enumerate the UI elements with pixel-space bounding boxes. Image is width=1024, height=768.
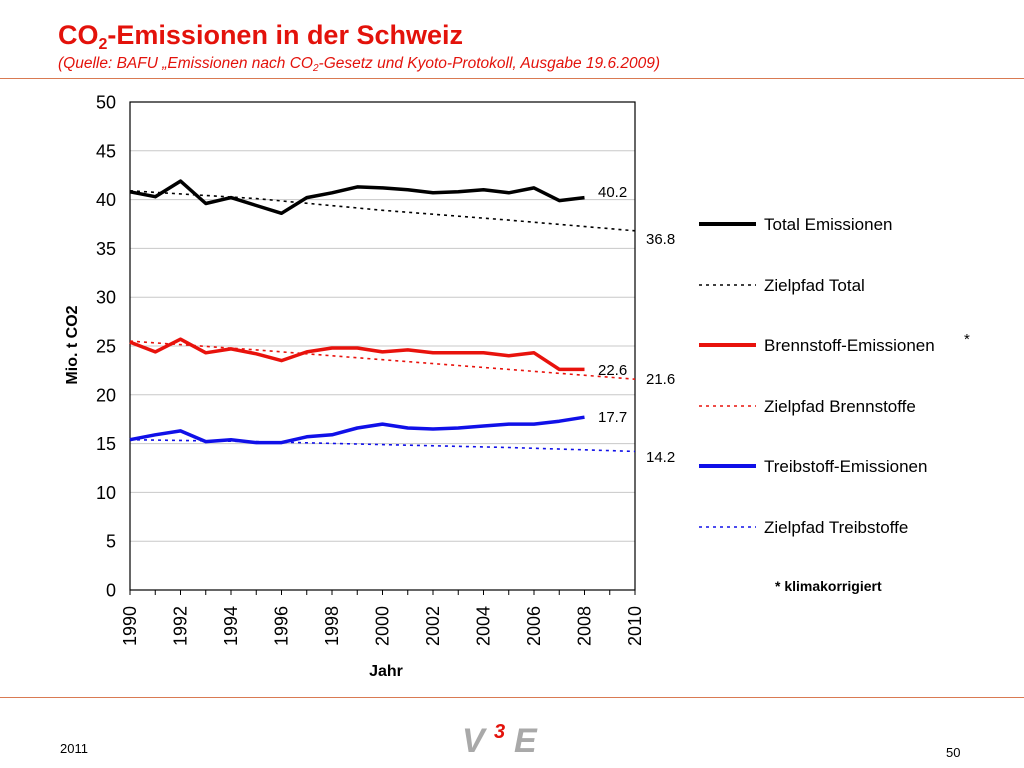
v3e-logo: V 3 E [462, 721, 538, 760]
x-tick-label: 1996 [272, 606, 292, 646]
end-value-label-zielpfad-treibstoffe: 14.2 [646, 449, 675, 466]
series-line-total-emissionen [129, 179, 585, 216]
y-tick-label: 5 [106, 532, 116, 552]
y-tick-label: 40 [96, 190, 116, 210]
y-tick-label: 15 [96, 434, 116, 454]
y-tick-label: 30 [96, 288, 116, 308]
header-divider [0, 78, 1024, 79]
end-value-label-treibstoff-emissionen: 17.7 [598, 409, 627, 426]
y-tick-label: 0 [106, 581, 116, 601]
y-tick-label: 20 [96, 385, 116, 405]
y-tick-label: 35 [96, 239, 116, 259]
legend-label: Brennstoff-Emissionen [764, 336, 935, 355]
end-value-label-zielpfad-total: 36.8 [646, 231, 675, 248]
emissions-chart: 0 5 10 15 20 25 30 35 40 45 50 1990 1992 1994 1996 1998… [64, 93, 970, 681]
y-tick-label: 25 [96, 337, 116, 357]
subtitle-text-rest: -Gesetz und Kyoto-Protokoll, Ausgabe 19.… [318, 55, 661, 72]
series-line-zielpfad-treibstoffe [129, 438, 636, 453]
end-value-label-zielpfad-brennstoffe: 21.6 [646, 371, 675, 388]
slide-title: CO2-Emissionen in der Schweiz [58, 20, 463, 54]
x-tick-label: 2008 [575, 606, 595, 646]
legend-label: Total Emissionen [764, 215, 893, 234]
page-number: 50 [946, 745, 961, 760]
legend-footnote-marker: * [964, 331, 970, 348]
title-text-rest: -Emissionen in der Schweiz [107, 20, 463, 50]
x-tick-label: 2004 [474, 606, 494, 646]
x-tick-label: 2010 [625, 606, 645, 646]
legend-label: Zielpfad Treibstoffe [764, 518, 908, 537]
x-tick-label: 1992 [171, 606, 191, 646]
title-text-co: CO [58, 20, 99, 50]
footer-year: 2011 [60, 741, 88, 756]
legend-label: Treibstoff-Emissionen [764, 457, 927, 476]
series-line-zielpfad-brennstoffe [129, 340, 636, 380]
x-tick-label: 2000 [373, 606, 393, 646]
chart-footnote: * klimakorrigiert [775, 578, 882, 594]
slide-subtitle: (Quelle: BAFU „Emissionen nach CO2-Geset… [58, 55, 660, 74]
subtitle-text-start: (Quelle: BAFU „Emissionen nach CO [58, 55, 313, 72]
subtitle-subscript: 2 [312, 63, 319, 74]
series-line-zielpfad-total [129, 190, 636, 232]
svg-text:3: 3 [494, 721, 505, 743]
y-axis-label: Mio. t CO2 [64, 305, 81, 384]
footer-divider [0, 697, 1024, 698]
series-line-treibstoff-emissionen [129, 415, 585, 445]
x-tick-label: 1998 [322, 606, 342, 646]
legend-label: Zielpfad Total [764, 276, 865, 295]
x-axis-label: Jahr [369, 663, 403, 680]
y-tick-label: 45 [96, 141, 116, 161]
end-value-label-brennstoff-emissionen: 22.6 [598, 362, 627, 379]
x-tick-label: 1990 [120, 606, 140, 646]
svg-text:E: E [514, 722, 538, 760]
svg-text:V: V [462, 722, 488, 760]
x-tick-label: 2006 [524, 606, 544, 646]
title-subscript: 2 [98, 36, 108, 53]
y-tick-label: 50 [96, 93, 116, 113]
end-value-label-total-emissionen: 40.2 [598, 184, 627, 201]
legend-label: Zielpfad Brennstoffe [764, 397, 916, 416]
x-tick-label: 1994 [221, 606, 241, 646]
plot-area-frame [129, 101, 636, 591]
y-tick-label: 10 [96, 483, 116, 503]
series-line-brennstoff-emissionen [129, 337, 585, 372]
x-tick-label: 2002 [423, 606, 443, 646]
